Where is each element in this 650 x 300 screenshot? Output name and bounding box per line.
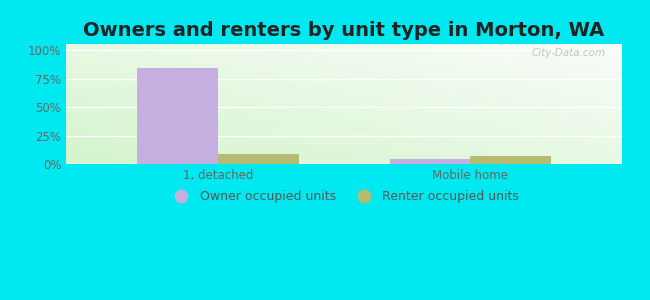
Bar (218, 154, 298, 164)
Bar (471, 156, 551, 164)
Legend: Owner occupied units, Renter occupied units: Owner occupied units, Renter occupied un… (164, 185, 525, 208)
Bar (389, 158, 471, 164)
Bar (137, 68, 218, 164)
Text: City-Data.com: City-Data.com (531, 48, 605, 58)
Title: Owners and renters by unit type in Morton, WA: Owners and renters by unit type in Morto… (83, 21, 605, 40)
